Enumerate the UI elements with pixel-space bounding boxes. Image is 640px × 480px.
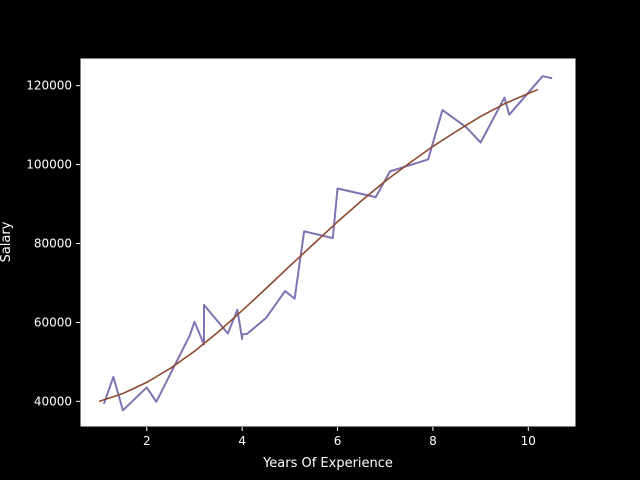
x-axis-label: Years Of Experience [262,456,393,471]
series-layer [98,75,553,412]
y-axis-label: Salary [0,221,14,262]
y-tick-label: 40000 [34,394,72,408]
y-tick-label: 100000 [26,158,72,172]
y-tick-label: 80000 [34,236,72,250]
y-tick-label: 60000 [34,315,72,329]
x-tick-label: 4 [238,434,246,448]
x-tick-label: 6 [334,434,342,448]
x-axis: 2 4 6 8 10 [143,427,536,448]
plot-area [79,57,577,428]
x-tick-label: 10 [521,434,536,448]
y-tick-label: 120000 [26,79,72,93]
x-tick-label: 8 [429,434,437,448]
y-axis: 40000 60000 80000 100000 120000 [26,79,80,408]
fitted-trend-line [98,88,539,403]
actual-salary-line [102,75,553,412]
x-tick-label: 2 [143,434,151,448]
